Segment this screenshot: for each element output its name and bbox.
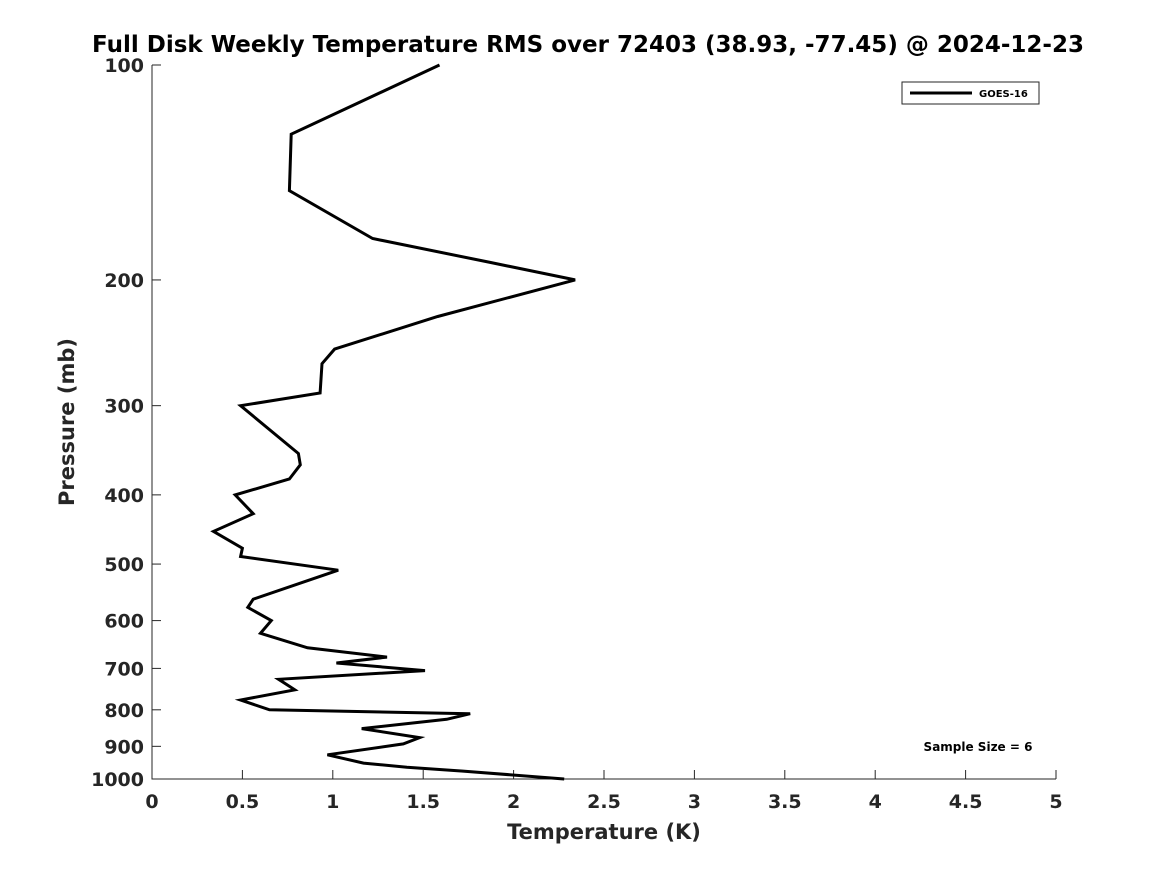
y-tick-label: 1000 bbox=[91, 769, 144, 791]
series-line-goes-16 bbox=[210, 63, 576, 781]
x-tick-label: 3.5 bbox=[768, 791, 802, 813]
x-tick-label: 4.5 bbox=[949, 791, 983, 813]
sample-size-annotation: Sample Size = 6 bbox=[924, 740, 1033, 754]
x-tick-label: 5 bbox=[1049, 791, 1062, 813]
plot-area: 0 0.5 1 1.5 2 2.5 3 3.5 4 4.5 5 100 200 300 400 500 600… bbox=[91, 55, 1063, 813]
x-tick-label: 1.5 bbox=[406, 791, 440, 813]
y-tick-label: 500 bbox=[104, 554, 144, 576]
x-axis-ticks: 0 0.5 1 1.5 2 2.5 3 3.5 4 4.5 5 bbox=[145, 770, 1063, 813]
y-tick-label: 800 bbox=[104, 700, 144, 722]
y-tick-label: 700 bbox=[104, 658, 144, 680]
y-axis-label: Pressure (mb) bbox=[55, 338, 79, 506]
x-tick-label: 3 bbox=[688, 791, 701, 813]
x-tick-label: 2.5 bbox=[587, 791, 621, 813]
x-tick-label: 0.5 bbox=[226, 791, 260, 813]
legend: GOES-16 bbox=[901, 81, 1040, 105]
y-tick-label: 600 bbox=[104, 611, 144, 633]
x-tick-label: 0 bbox=[145, 791, 158, 813]
y-tick-label: 900 bbox=[104, 736, 144, 758]
series-group bbox=[210, 63, 576, 781]
axis-lines bbox=[151, 65, 1056, 780]
y-tick-label: 100 bbox=[104, 55, 144, 77]
y-axis-ticks: 100 200 300 400 500 600 700 800 900 1000 bbox=[91, 55, 161, 791]
y-tick-label: 300 bbox=[104, 396, 144, 418]
x-axis-label: Temperature (K) bbox=[507, 820, 701, 844]
chart-title: Full Disk Weekly Temperature RMS over 72… bbox=[92, 32, 1084, 58]
y-tick-label: 400 bbox=[104, 485, 144, 507]
y-tick-label: 200 bbox=[104, 270, 144, 292]
legend-entry-goes-16: GOES-16 bbox=[979, 89, 1028, 100]
x-tick-label: 4 bbox=[869, 791, 882, 813]
x-tick-label: 2 bbox=[507, 791, 520, 813]
x-tick-label: 1 bbox=[326, 791, 339, 813]
